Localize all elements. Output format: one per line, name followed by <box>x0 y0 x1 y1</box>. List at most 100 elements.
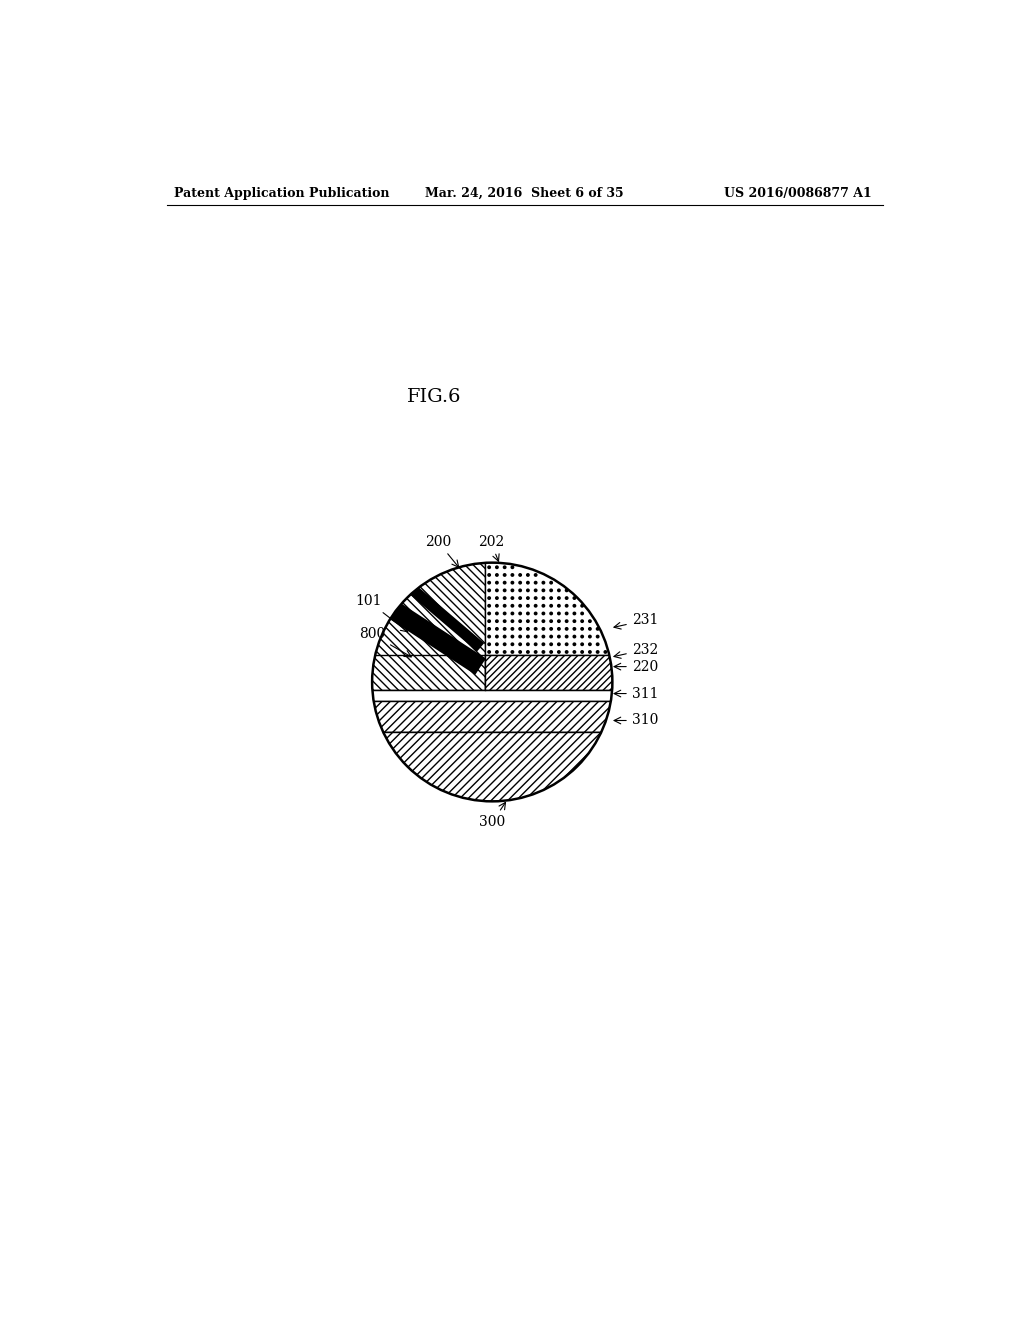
Circle shape <box>534 635 538 639</box>
Circle shape <box>564 627 568 631</box>
Circle shape <box>596 627 600 631</box>
Circle shape <box>557 627 561 631</box>
Circle shape <box>581 611 584 615</box>
Circle shape <box>596 643 600 647</box>
Circle shape <box>581 649 584 653</box>
Circle shape <box>510 649 514 653</box>
Circle shape <box>603 649 607 653</box>
Bar <box>372 689 612 701</box>
Circle shape <box>495 597 499 601</box>
Text: 300: 300 <box>479 803 506 829</box>
Circle shape <box>572 649 577 653</box>
Text: 220: 220 <box>614 660 658 673</box>
Circle shape <box>549 581 553 585</box>
Circle shape <box>549 619 553 623</box>
Circle shape <box>518 611 522 615</box>
Circle shape <box>572 597 577 601</box>
Circle shape <box>518 573 522 577</box>
Circle shape <box>518 643 522 647</box>
Circle shape <box>534 597 538 601</box>
Circle shape <box>564 589 568 593</box>
Circle shape <box>510 565 514 569</box>
Circle shape <box>542 635 546 639</box>
Circle shape <box>526 649 529 653</box>
Circle shape <box>581 603 584 607</box>
Circle shape <box>487 589 492 593</box>
Circle shape <box>503 573 507 577</box>
Circle shape <box>495 619 499 623</box>
Circle shape <box>518 597 522 601</box>
Circle shape <box>495 649 499 653</box>
Circle shape <box>510 597 514 601</box>
Circle shape <box>549 649 553 653</box>
Circle shape <box>564 611 568 615</box>
Circle shape <box>557 597 561 601</box>
Circle shape <box>503 597 507 601</box>
Circle shape <box>487 611 492 615</box>
Circle shape <box>542 643 546 647</box>
Circle shape <box>588 619 592 623</box>
Circle shape <box>534 619 538 623</box>
Text: Patent Application Publication: Patent Application Publication <box>174 186 390 199</box>
Circle shape <box>487 581 492 585</box>
Circle shape <box>542 627 546 631</box>
Circle shape <box>542 619 546 623</box>
Text: 101: 101 <box>355 594 408 632</box>
Circle shape <box>581 619 584 623</box>
Circle shape <box>526 619 529 623</box>
Circle shape <box>510 589 514 593</box>
Circle shape <box>534 627 538 631</box>
Circle shape <box>564 643 568 647</box>
Circle shape <box>503 611 507 615</box>
Circle shape <box>487 597 492 601</box>
Circle shape <box>557 643 561 647</box>
Circle shape <box>542 611 546 615</box>
Circle shape <box>549 611 553 615</box>
Circle shape <box>542 603 546 607</box>
Circle shape <box>549 635 553 639</box>
Circle shape <box>503 581 507 585</box>
Circle shape <box>518 603 522 607</box>
Circle shape <box>503 635 507 639</box>
Circle shape <box>588 643 592 647</box>
Circle shape <box>495 643 499 647</box>
Circle shape <box>542 581 546 585</box>
Circle shape <box>564 635 568 639</box>
Circle shape <box>534 589 538 593</box>
Circle shape <box>518 627 522 631</box>
Circle shape <box>495 589 499 593</box>
Circle shape <box>557 589 561 593</box>
Circle shape <box>542 589 546 593</box>
Text: 200: 200 <box>425 535 459 568</box>
Circle shape <box>581 627 584 631</box>
Circle shape <box>526 611 529 615</box>
Circle shape <box>526 589 529 593</box>
Circle shape <box>503 619 507 623</box>
Circle shape <box>572 643 577 647</box>
Circle shape <box>526 573 529 577</box>
Circle shape <box>588 649 592 653</box>
Text: 232: 232 <box>614 643 658 659</box>
Circle shape <box>510 627 514 631</box>
Circle shape <box>510 611 514 615</box>
Circle shape <box>510 619 514 623</box>
Circle shape <box>588 627 592 631</box>
Circle shape <box>487 635 492 639</box>
Circle shape <box>503 649 507 653</box>
Bar <box>484 562 612 655</box>
Circle shape <box>581 643 584 647</box>
Circle shape <box>557 635 561 639</box>
Circle shape <box>487 649 492 653</box>
Circle shape <box>596 649 600 653</box>
Circle shape <box>564 619 568 623</box>
Circle shape <box>510 581 514 585</box>
Circle shape <box>526 635 529 639</box>
Circle shape <box>503 603 507 607</box>
Circle shape <box>510 635 514 639</box>
Circle shape <box>534 643 538 647</box>
Bar <box>372 562 484 689</box>
Circle shape <box>495 611 499 615</box>
Text: 311: 311 <box>614 686 658 701</box>
Circle shape <box>596 635 600 639</box>
Circle shape <box>534 649 538 653</box>
